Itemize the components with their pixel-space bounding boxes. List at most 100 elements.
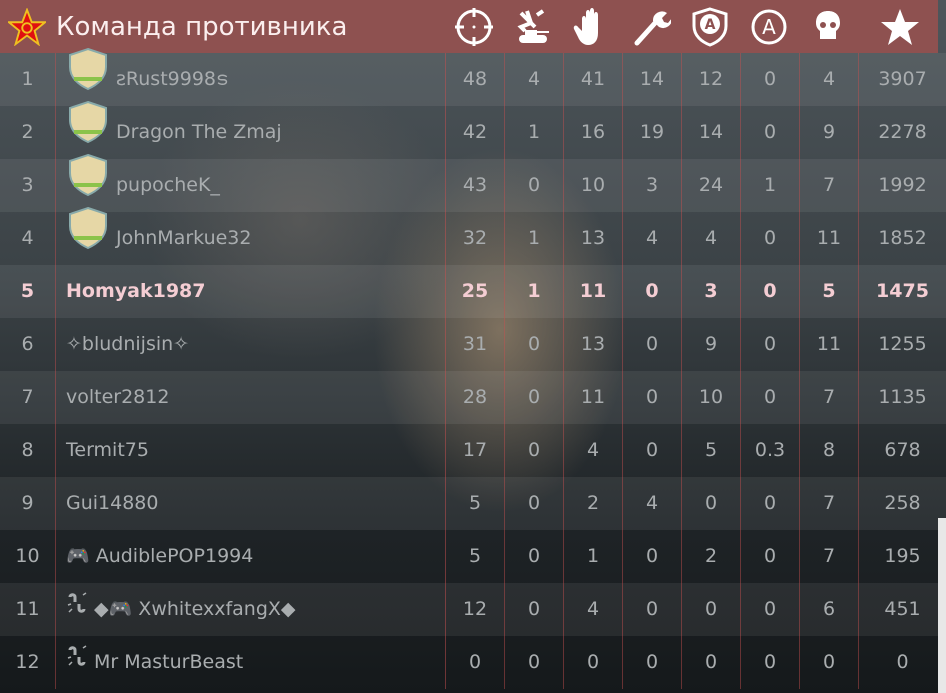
- table-row[interactable]: 7 volter2812 28 0 11 0 10 0 7 1135: [0, 371, 946, 424]
- stat-capture-assists: 0: [741, 265, 800, 318]
- team-title: Команда противника: [56, 11, 348, 42]
- player-name: 🎮 AudiblePOP1994: [66, 545, 254, 567]
- stat-score: 195: [884, 545, 921, 567]
- table-row[interactable]: 12 Mr MasturBeast 0 0 0 0 0 0 0 0: [0, 636, 946, 689]
- stat-deaths: 5: [800, 265, 859, 318]
- svg-text:A: A: [705, 17, 716, 33]
- wrench-icon[interactable]: [631, 7, 671, 47]
- stat-score: 2278: [878, 121, 927, 143]
- table-row[interactable]: 1 ƨRust9998ട 48 4 41 14 12 0 4 3907: [0, 47, 946, 106]
- stat-score: 1992: [878, 174, 927, 196]
- player-cell[interactable]: pupocheK_: [56, 153, 446, 212]
- stat-repairs: 0: [623, 530, 682, 583]
- player-cell[interactable]: ƨRust9998ട: [56, 47, 446, 106]
- player-cell[interactable]: 🎮 AudiblePOP1994: [56, 530, 446, 583]
- rank-1-badge-icon: [66, 47, 110, 112]
- stat-captures: 2: [682, 530, 741, 583]
- stat-assists: 4: [564, 583, 623, 636]
- player-cell[interactable]: volter2812: [56, 371, 446, 424]
- circle-a-icon[interactable]: A: [749, 7, 789, 47]
- table-row[interactable]: 8 Termit75 17 0 4 0 5 0.3 8 678: [0, 424, 946, 477]
- stat-ground-kills: 32: [446, 212, 505, 265]
- stat-repairs: 0: [623, 265, 682, 318]
- disconnected-icon: [66, 583, 88, 636]
- stat-score: 1135: [878, 386, 927, 408]
- stat-repairs: 0: [623, 371, 682, 424]
- stat-assists: 2: [564, 477, 623, 530]
- table-row[interactable]: 5 Homyak1987 25 1 11 0 3 0 5 1475: [0, 265, 946, 318]
- stat-assists: 13: [564, 318, 623, 371]
- stat-assists: 41: [564, 53, 623, 106]
- stat-repairs: 0: [623, 424, 682, 477]
- stat-air-kills: 0: [505, 530, 564, 583]
- stat-assists: 11: [564, 371, 623, 424]
- stat-captures: 9: [682, 318, 741, 371]
- stat-captures: 10: [682, 371, 741, 424]
- position: 7: [0, 371, 56, 424]
- stat-capture-assists: 0: [741, 583, 800, 636]
- position: 11: [0, 583, 56, 636]
- stat-deaths: 4: [800, 53, 859, 106]
- player-cell[interactable]: Homyak1987: [56, 265, 446, 318]
- skull-icon[interactable]: [808, 7, 848, 47]
- stat-repairs: 0: [623, 583, 682, 636]
- stat-capture-assists: 0.3: [741, 424, 800, 477]
- position: 4: [0, 212, 56, 265]
- stat-captures: 0: [682, 636, 741, 689]
- position: 5: [0, 265, 56, 318]
- table-row[interactable]: 2 Dragon The Zmaj 42 1 16 19 14 0 9 2278: [0, 100, 946, 159]
- player-cell[interactable]: ◆🎮 XwhitexxfangX◆: [56, 583, 446, 636]
- stat-ground-kills: 0: [446, 636, 505, 689]
- stat-air-kills: 0: [505, 159, 564, 212]
- stat-repairs: 4: [623, 212, 682, 265]
- table-row[interactable]: 4 JohnMarkue32 32 1 13 4 4 0 11 1852: [0, 206, 946, 265]
- stat-deaths: 8: [800, 424, 859, 477]
- player-cell[interactable]: Termit75: [56, 424, 446, 477]
- star-icon[interactable]: [880, 7, 920, 47]
- stat-ground-kills: 48: [446, 53, 505, 106]
- assists-icon[interactable]: [572, 7, 612, 47]
- stat-assists: 1: [564, 530, 623, 583]
- disconnected-icon: [66, 636, 88, 689]
- table-row[interactable]: 11 ◆🎮 XwhitexxfangX◆ 12 0 4 0 0 0 6 451: [0, 583, 946, 636]
- player-cell[interactable]: Mr MasturBeast: [56, 636, 446, 689]
- position: 10: [0, 530, 56, 583]
- stat-deaths: 7: [800, 371, 859, 424]
- position: 9: [0, 477, 56, 530]
- stat-captures: 24: [682, 159, 741, 212]
- table-row[interactable]: 9 Gui14880 5 0 2 4 0 0 7 258: [0, 477, 946, 530]
- player-cell[interactable]: JohnMarkue32: [56, 206, 446, 265]
- crosshair-icon[interactable]: [454, 7, 494, 47]
- stat-ground-kills: 28: [446, 371, 505, 424]
- shield-a-icon[interactable]: A: [690, 7, 730, 47]
- stat-air-kills: 4: [505, 53, 564, 106]
- stat-air-kills: 0: [505, 477, 564, 530]
- position: 1: [0, 53, 56, 106]
- stat-ground-kills: 31: [446, 318, 505, 371]
- stat-assists: 0: [564, 636, 623, 689]
- shell-badge-icon: [66, 153, 110, 218]
- player-name: Gui14880: [66, 492, 159, 514]
- table-row[interactable]: 10 🎮 AudiblePOP1994 5 0 1 0 2 0 7 195: [0, 530, 946, 583]
- stat-score: 1852: [878, 227, 927, 249]
- player-cell[interactable]: ✧bludnijsin✧: [56, 318, 446, 371]
- stat-assists: 4: [564, 424, 623, 477]
- stat-capture-assists: 0: [741, 212, 800, 265]
- air-ground-kills-icon[interactable]: [513, 7, 553, 47]
- table-row[interactable]: 3 pupocheK_ 43 0 10 3 24 1 7 1992: [0, 153, 946, 212]
- stat-capture-assists: 0: [741, 636, 800, 689]
- scrollbar[interactable]: [938, 518, 946, 693]
- stat-score: 678: [884, 439, 921, 461]
- soldier-badge-icon: [66, 100, 110, 165]
- stat-score: 258: [884, 492, 921, 514]
- stat-air-kills: 0: [505, 371, 564, 424]
- player-name: Termit75: [66, 439, 149, 461]
- table-row[interactable]: 6 ✧bludnijsin✧ 31 0 13 0 9 0 11 1255: [0, 318, 946, 371]
- stat-deaths: 11: [800, 318, 859, 371]
- stat-captures: 5: [682, 424, 741, 477]
- player-cell[interactable]: Dragon The Zmaj: [56, 100, 446, 159]
- player-cell[interactable]: Gui14880: [56, 477, 446, 530]
- stat-air-kills: 1: [505, 212, 564, 265]
- player-table: 1 ƨRust9998ട 48 4 41 14 12 0 4 3907 2 Dragon The Zm…: [0, 47, 946, 689]
- stat-deaths: 7: [800, 159, 859, 212]
